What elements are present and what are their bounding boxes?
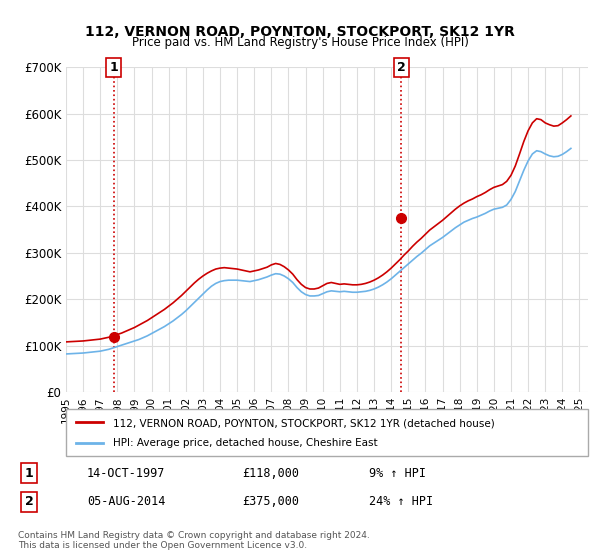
Text: Price paid vs. HM Land Registry's House Price Index (HPI): Price paid vs. HM Land Registry's House … [131, 36, 469, 49]
Text: £118,000: £118,000 [242, 466, 299, 479]
Text: Contains HM Land Registry data © Crown copyright and database right 2024.
This d: Contains HM Land Registry data © Crown c… [18, 530, 370, 550]
Text: 2: 2 [397, 60, 406, 74]
Text: 1: 1 [109, 60, 118, 74]
Text: 112, VERNON ROAD, POYNTON, STOCKPORT, SK12 1YR: 112, VERNON ROAD, POYNTON, STOCKPORT, SK… [85, 25, 515, 39]
Text: £375,000: £375,000 [242, 495, 299, 508]
Text: 2: 2 [25, 495, 34, 508]
Text: 14-OCT-1997: 14-OCT-1997 [87, 466, 165, 479]
FancyBboxPatch shape [66, 409, 588, 456]
Text: 24% ↑ HPI: 24% ↑ HPI [369, 495, 433, 508]
Text: 05-AUG-2014: 05-AUG-2014 [87, 495, 165, 508]
Text: 1: 1 [25, 466, 34, 479]
Text: 112, VERNON ROAD, POYNTON, STOCKPORT, SK12 1YR (detached house): 112, VERNON ROAD, POYNTON, STOCKPORT, SK… [113, 418, 495, 428]
Text: HPI: Average price, detached house, Cheshire East: HPI: Average price, detached house, Ches… [113, 438, 377, 448]
Text: 9% ↑ HPI: 9% ↑ HPI [369, 466, 426, 479]
